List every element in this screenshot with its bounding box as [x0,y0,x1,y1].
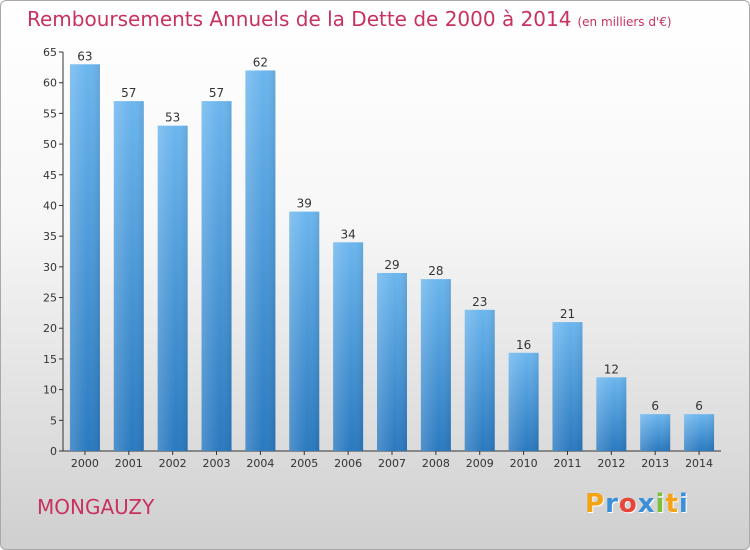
data-label: 29 [384,258,399,272]
data-label: 6 [695,399,703,413]
x-tick-label: 2012 [597,457,625,470]
y-tick-label: 20 [43,322,57,335]
y-tick-label: 15 [43,353,57,366]
bars [69,64,715,452]
y-tick-label: 40 [43,199,57,212]
data-label: 57 [121,86,136,100]
bar-shine [420,279,451,451]
chart-title-text: Remboursements Annuels de la Dette de 20… [27,7,572,31]
data-label: 23 [472,295,487,309]
x-tick-label: 2011 [553,457,581,470]
data-label: 39 [297,197,312,211]
data-label: 34 [340,227,355,241]
data-label: 16 [516,338,531,352]
bar-shine [245,70,276,452]
x-tick-label: 2002 [159,457,187,470]
y-tick-label: 30 [43,261,57,274]
bar-shine [684,414,715,451]
y-tick-label: 25 [43,292,57,305]
x-tick-label: 2013 [641,457,669,470]
x-tick-label: 2010 [510,457,538,470]
data-labels: 63 57 53 57 62 39 34 29 28 23 16 21 12 6 6 [77,49,703,413]
bar-shine [377,272,407,451]
data-label: 6 [651,399,659,413]
bar-shine [596,377,627,451]
logo-letter: o [618,489,638,519]
y-tick-label: 65 [43,46,57,59]
data-label: 57 [209,86,224,100]
y-tick-label: 60 [43,77,57,90]
x-tick-label: 2000 [71,457,99,470]
x-tick-label: 2001 [115,457,143,470]
axes: 0 5 10 15 20 25 30 35 40 45 50 55 60 65 2000 2001 2002 20… [43,46,721,470]
x-tick-label: 2014 [685,457,713,470]
x-tick-label: 2009 [466,457,494,470]
data-label: 62 [253,55,268,69]
y-tick-label: 0 [50,445,57,458]
commune-name: MONGAUZY [37,495,155,519]
y-tick-label: 10 [43,384,57,397]
y-tick-label: 50 [43,138,57,151]
bar-shine [157,125,188,452]
data-label: 28 [428,264,443,278]
x-tick-label: 2006 [334,457,362,470]
bar-shine [508,352,539,451]
y-tick-label: 35 [43,230,57,243]
logo-letter: i [655,489,666,519]
x-tick-label: 2007 [378,457,406,470]
chart-title: Remboursements Annuels de la Dette de 20… [27,7,672,31]
logo-letter: t [665,489,679,519]
chart-subtitle: (en milliers d'€) [577,15,672,29]
logo-letter: r [605,489,619,519]
data-label: 12 [604,362,619,376]
logo-letter: x [637,489,656,519]
bar-shine [552,322,583,451]
bar-shine [69,64,100,452]
bar-shine [201,101,232,451]
bar-shine [333,242,364,451]
y-tick-label: 5 [50,414,57,427]
y-tick-label: 55 [43,107,57,120]
x-tick-label: 2004 [246,457,274,470]
logo-letter: i [678,489,689,519]
data-label: 21 [560,307,575,321]
x-tick-label: 2003 [203,457,231,470]
data-label: 63 [77,49,92,63]
bar-shine [289,211,320,451]
data-label: 53 [165,111,180,125]
proxiti-logo: Proxiti [585,489,689,519]
logo-letter: P [585,489,606,519]
bar-shine [113,101,144,451]
x-tick-label: 2008 [422,457,450,470]
y-tick-label: 45 [43,169,57,182]
bar-shine [640,414,671,451]
bar-shine [464,309,495,451]
x-tick-label: 2005 [290,457,318,470]
